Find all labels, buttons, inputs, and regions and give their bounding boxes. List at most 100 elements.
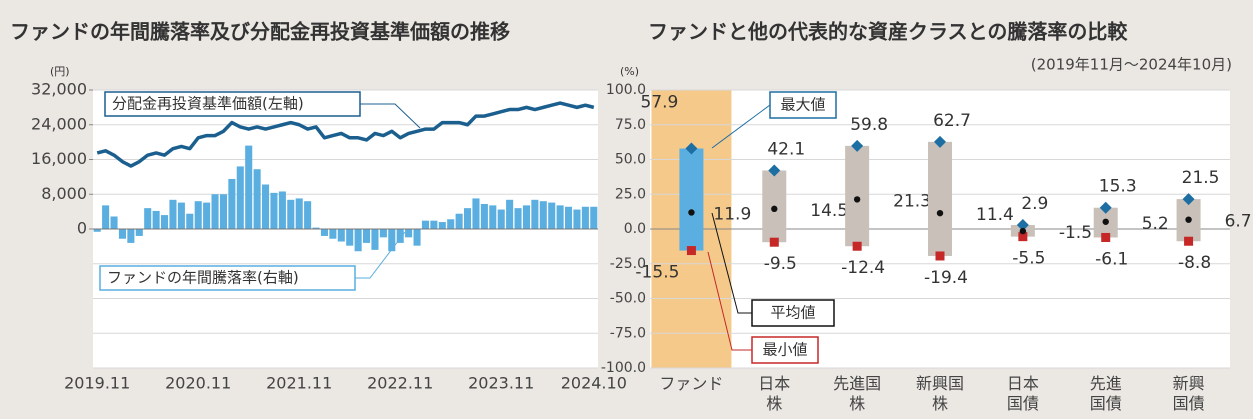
bar <box>337 229 345 242</box>
line <box>96 101 595 168</box>
mean-marker <box>1102 218 1109 225</box>
x-tick-label: 2020.11 <box>165 374 231 393</box>
x-tick-label: 2019.11 <box>64 374 130 393</box>
y-tick-label: 100.0 <box>606 82 646 98</box>
bar <box>548 202 556 229</box>
min-marker <box>852 241 862 251</box>
bar <box>236 166 244 229</box>
y-tick-label: 0 <box>77 219 87 238</box>
bar <box>312 227 320 229</box>
leader-line <box>360 103 421 129</box>
max-label: 15.3 <box>1099 177 1137 197</box>
axis-unit: (%) <box>620 65 639 78</box>
bar <box>405 229 413 238</box>
bar <box>438 222 446 229</box>
bar <box>388 229 396 252</box>
bar <box>228 178 236 229</box>
x-tick-label: 先進国株 <box>833 374 881 413</box>
bar <box>144 208 152 229</box>
legend-label: 平均値 <box>770 304 815 322</box>
min-label: -19.4 <box>924 268 968 288</box>
y-tick-label: 32,000 <box>31 80 87 99</box>
bar <box>320 229 328 236</box>
min-marker <box>1184 236 1194 246</box>
min-label: -9.5 <box>764 254 797 274</box>
legend-label: 最小値 <box>762 341 807 359</box>
bar <box>371 229 379 250</box>
bar <box>379 229 387 238</box>
chart-title: ファンドの年間騰落率及び分配金再投資基準価額の推移 <box>10 20 510 44</box>
bar <box>489 205 497 229</box>
legend-box <box>104 91 361 117</box>
x-tick-label: 2024.10 <box>561 374 627 393</box>
max-marker <box>1182 193 1195 206</box>
bar <box>194 201 202 229</box>
max-marker <box>685 142 698 155</box>
y-tick-label: 75.0 <box>615 117 646 133</box>
mean-marker <box>771 205 778 213</box>
bar <box>278 191 286 229</box>
max-marker <box>934 135 946 148</box>
range-box <box>928 141 952 256</box>
axis-unit: (円) <box>50 65 70 78</box>
bar <box>480 203 488 229</box>
max-marker <box>851 139 864 152</box>
chart-title: ファンドと他の代表的な資産クラスとの騰落率の比較 <box>648 20 1128 44</box>
x-tick-label: 新興国株 <box>916 374 964 413</box>
max-label: 2.9 <box>1021 194 1048 214</box>
bar <box>262 184 270 229</box>
mean-marker <box>853 196 861 203</box>
mean-marker <box>1019 227 1027 235</box>
legend-box <box>99 265 356 291</box>
max-label: 42.1 <box>767 139 805 159</box>
bar <box>304 201 312 229</box>
bar <box>363 229 371 243</box>
y-tick-label: 16,000 <box>31 149 87 168</box>
mean-label: 11.4 <box>976 205 1014 225</box>
y-tick-label: -25.0 <box>610 256 646 272</box>
bar <box>565 206 573 229</box>
leader-line <box>707 251 752 351</box>
min-label: -15.5 <box>635 263 679 283</box>
y-tick-label: 8,000 <box>41 184 87 203</box>
mean-label: 11.9 <box>713 204 751 224</box>
x-tick-label: 新興国債 <box>1173 374 1205 413</box>
bar <box>590 206 598 229</box>
bar <box>421 220 429 229</box>
mean-label: 21.3 <box>893 191 931 211</box>
bar <box>93 229 101 232</box>
max-marker <box>1099 201 1112 214</box>
max-label: 62.7 <box>933 111 971 131</box>
bar <box>506 199 514 229</box>
y-tick-label: 0.0 <box>624 221 646 237</box>
max-label: 57.9 <box>640 93 678 113</box>
bar <box>354 229 362 252</box>
range-box <box>679 148 704 251</box>
y-tick-label: -75.0 <box>610 325 646 341</box>
bar <box>514 208 522 229</box>
bar <box>245 145 253 229</box>
min-marker <box>1018 232 1028 242</box>
x-tick-label: ファンド <box>659 374 723 393</box>
leader-line <box>355 231 406 279</box>
legend-box <box>769 91 837 119</box>
max-marker <box>1016 218 1029 231</box>
mean-label: 6.7 <box>1225 212 1252 232</box>
mean-marker <box>1185 216 1192 223</box>
min-label: -5.5 <box>1012 249 1045 269</box>
mean-label: -1.5 <box>1059 223 1092 243</box>
legend-label: 分配金再投資基準価額(左軸) <box>112 95 304 113</box>
bar <box>253 169 261 229</box>
bar <box>161 215 169 229</box>
bar <box>295 198 303 229</box>
bar <box>464 208 472 229</box>
bar <box>522 205 530 229</box>
bar <box>118 229 126 239</box>
bar <box>219 194 227 229</box>
y-tick-label: 24,000 <box>31 114 87 133</box>
bar <box>539 201 547 229</box>
max-label: 21.5 <box>1182 168 1220 188</box>
bar <box>413 229 421 246</box>
min-label: -12.4 <box>841 258 885 278</box>
